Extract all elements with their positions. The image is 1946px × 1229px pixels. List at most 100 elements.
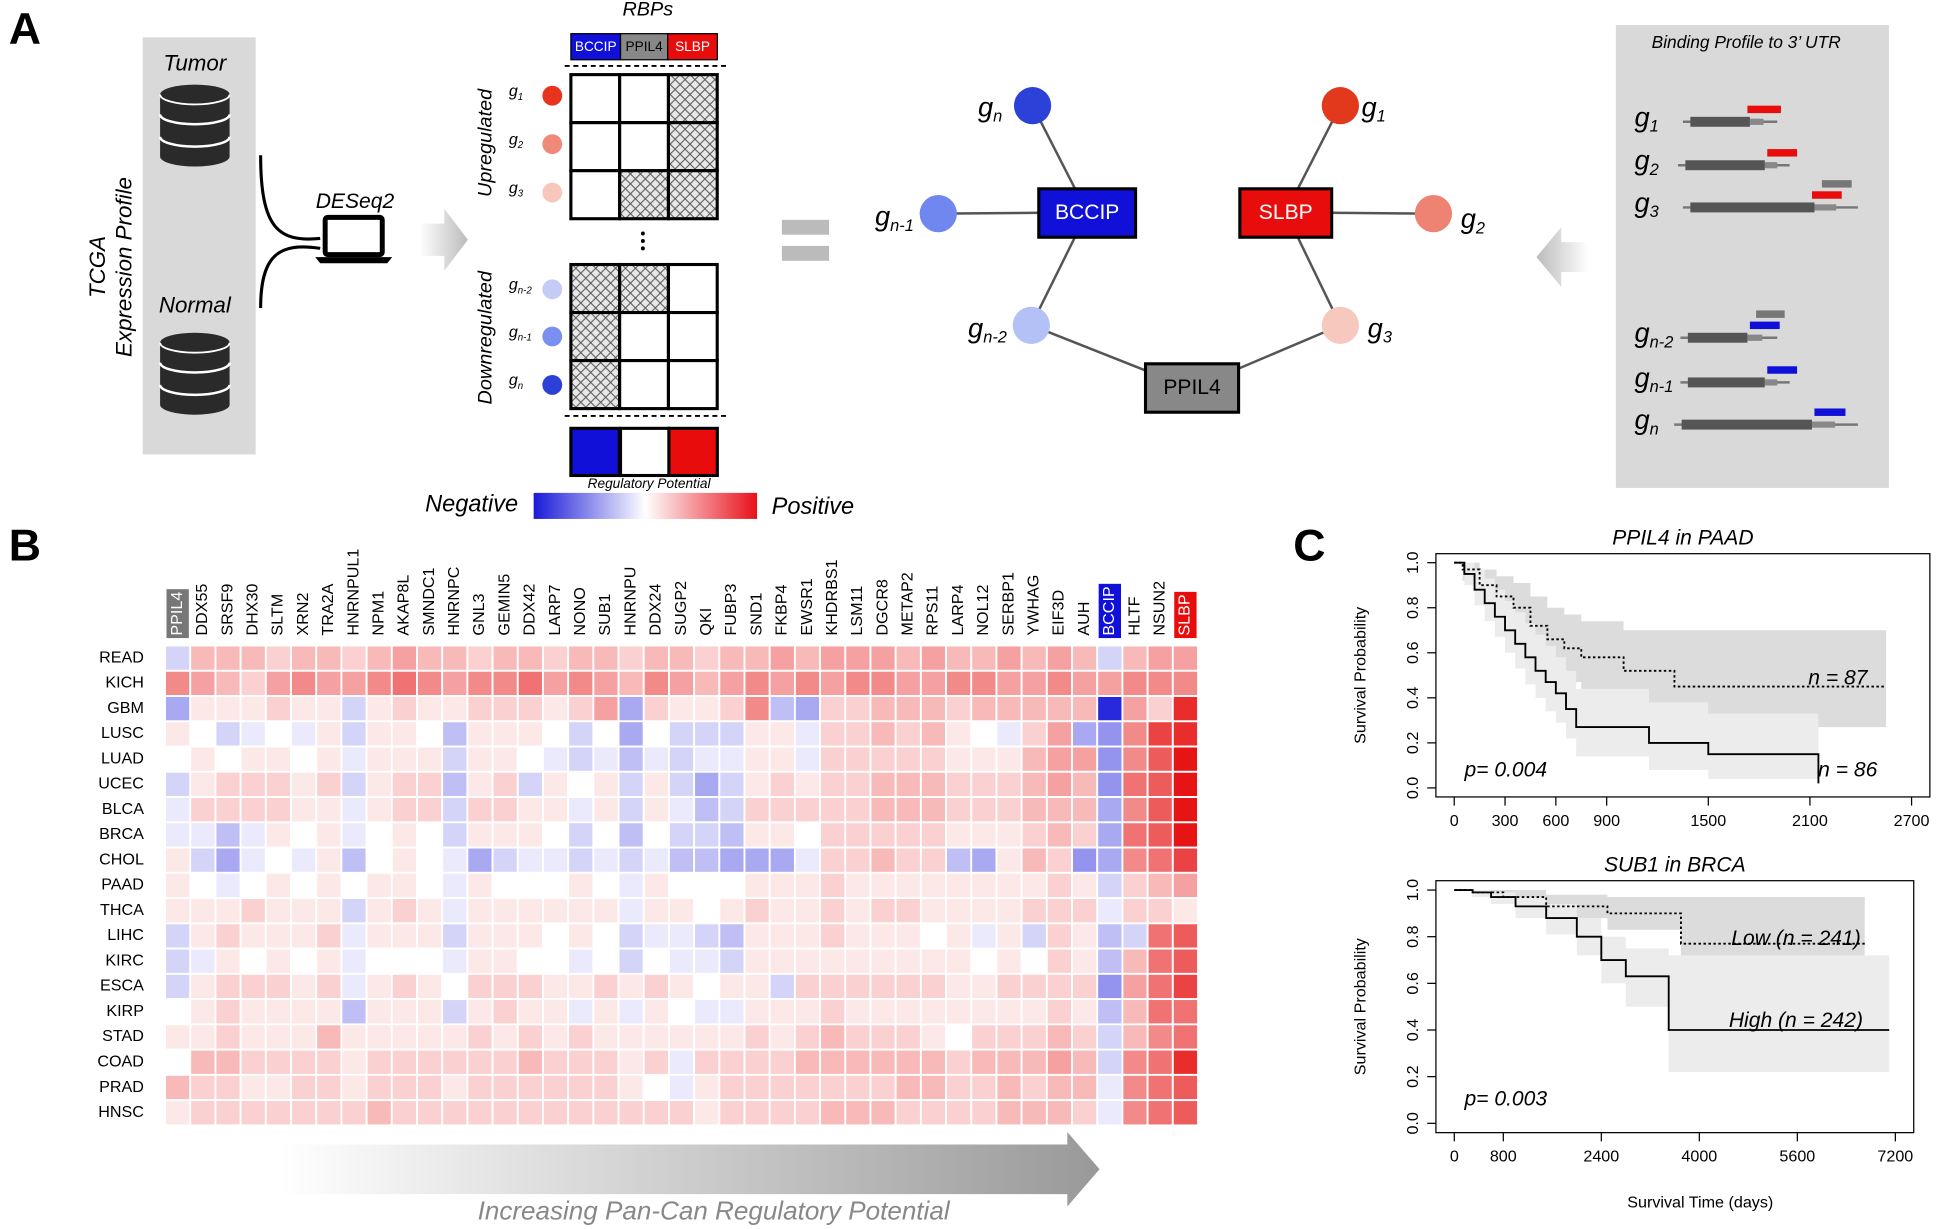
heat-cell xyxy=(768,846,796,874)
heat-cell xyxy=(919,695,947,723)
column-highlight xyxy=(1098,583,1121,639)
heat-cell xyxy=(340,1048,368,1076)
database-ring xyxy=(159,342,231,354)
heat-cell xyxy=(239,745,267,773)
heat-cell xyxy=(743,695,771,723)
heat-cell xyxy=(642,1099,670,1127)
gene-node xyxy=(1013,87,1052,125)
heat-cell xyxy=(844,745,872,773)
heat-cell xyxy=(1045,770,1073,798)
scale-label: Negative xyxy=(425,491,518,517)
heat-cell xyxy=(365,745,393,773)
database-ring xyxy=(158,114,231,126)
heat-cell xyxy=(642,922,670,950)
heat-cell xyxy=(945,947,973,975)
heat-cell xyxy=(340,922,368,950)
heat-cell xyxy=(189,1073,217,1102)
chart-title: SUB1 in BRCA xyxy=(1604,853,1746,876)
heat-cell xyxy=(164,1073,192,1102)
heat-cell xyxy=(1071,720,1099,748)
heat-cell xyxy=(995,1099,1023,1127)
heat-cell xyxy=(844,821,872,849)
gene-subscript: n-1 xyxy=(518,332,532,343)
panel-label: C xyxy=(1293,522,1325,571)
heat-cell xyxy=(466,644,494,672)
heat-cell xyxy=(315,720,343,748)
heat-cell xyxy=(390,796,418,824)
heat-cell xyxy=(516,770,544,798)
heat-cell xyxy=(315,972,343,1001)
heat-cell xyxy=(466,1099,494,1127)
ellipsis-dot xyxy=(640,246,645,251)
heat-cell xyxy=(516,1023,544,1051)
heat-cell xyxy=(819,745,847,773)
rbp-node-label: PPIL4 xyxy=(1163,376,1221,399)
heat-cell xyxy=(819,947,847,975)
heat-cell xyxy=(1096,871,1124,900)
y-tick-label: 1.0 xyxy=(1404,551,1422,573)
heat-cell xyxy=(1071,972,1099,1001)
heat-cell xyxy=(164,695,192,723)
heat-cell xyxy=(365,796,393,824)
gene-subscript: n-2 xyxy=(983,329,1007,347)
binding-site xyxy=(1767,149,1798,157)
heat-cell xyxy=(189,1099,217,1127)
heat-cell xyxy=(491,897,519,925)
heat-cell xyxy=(1020,821,1048,849)
heat-cell xyxy=(1171,897,1199,925)
heat-cell xyxy=(239,947,267,975)
survival-curve xyxy=(1454,889,1890,1031)
utr xyxy=(1811,421,1835,428)
heat-cell xyxy=(768,821,796,849)
heat-cell xyxy=(970,821,998,849)
heat-cell xyxy=(793,1048,822,1076)
heat-cell xyxy=(793,947,822,975)
heat-cell xyxy=(189,745,217,773)
heat-cell xyxy=(1146,922,1174,950)
heat-cell xyxy=(315,897,343,925)
y-tick-label: 0.4 xyxy=(1404,687,1422,709)
heat-cell xyxy=(1045,922,1073,950)
heat-cell xyxy=(1171,1048,1199,1076)
heat-cell xyxy=(945,644,973,672)
heat-cell xyxy=(869,972,897,1001)
heat-cell xyxy=(844,947,872,975)
database-ring xyxy=(158,136,231,148)
heat-cell xyxy=(768,1099,796,1127)
heat-cell xyxy=(642,644,670,672)
heat-cell xyxy=(189,871,217,900)
heat-cell xyxy=(264,1099,292,1127)
heat-cell xyxy=(441,972,469,1001)
y-tick-label: 0.6 xyxy=(1404,642,1422,664)
tcga-title: TCGA xyxy=(85,236,110,298)
heat-cell xyxy=(441,796,469,824)
laptop-base xyxy=(315,257,393,264)
heat-cell xyxy=(264,846,292,874)
gene-subscript: n-2 xyxy=(1650,334,1674,352)
heat-cell xyxy=(542,745,570,773)
heat-cell xyxy=(718,998,746,1026)
heat-cell xyxy=(466,1048,494,1076)
potential-box xyxy=(569,426,621,478)
heat-cell xyxy=(1020,998,1048,1026)
heat-cell xyxy=(1096,770,1124,798)
heat-cell xyxy=(1146,947,1174,975)
heat-cell xyxy=(1121,972,1149,1001)
heat-cell xyxy=(264,770,292,798)
heat-cell xyxy=(1045,1073,1073,1102)
heat-cell xyxy=(239,1099,267,1127)
heat-cell xyxy=(542,821,570,849)
heat-cell xyxy=(869,1073,897,1102)
heat-cell xyxy=(894,846,922,874)
heat-cell xyxy=(1045,796,1073,824)
heat-cell xyxy=(668,770,696,798)
row-label: COAD xyxy=(97,1053,144,1071)
heat-cell xyxy=(164,796,192,824)
plot-frame xyxy=(1435,553,1931,798)
heat-cell xyxy=(844,644,872,672)
heat-cell xyxy=(945,1099,973,1127)
column-label: SUB1 xyxy=(596,593,614,635)
heat-cell xyxy=(945,1073,973,1102)
heat-cell xyxy=(491,669,519,697)
heat-cell xyxy=(1045,947,1073,975)
